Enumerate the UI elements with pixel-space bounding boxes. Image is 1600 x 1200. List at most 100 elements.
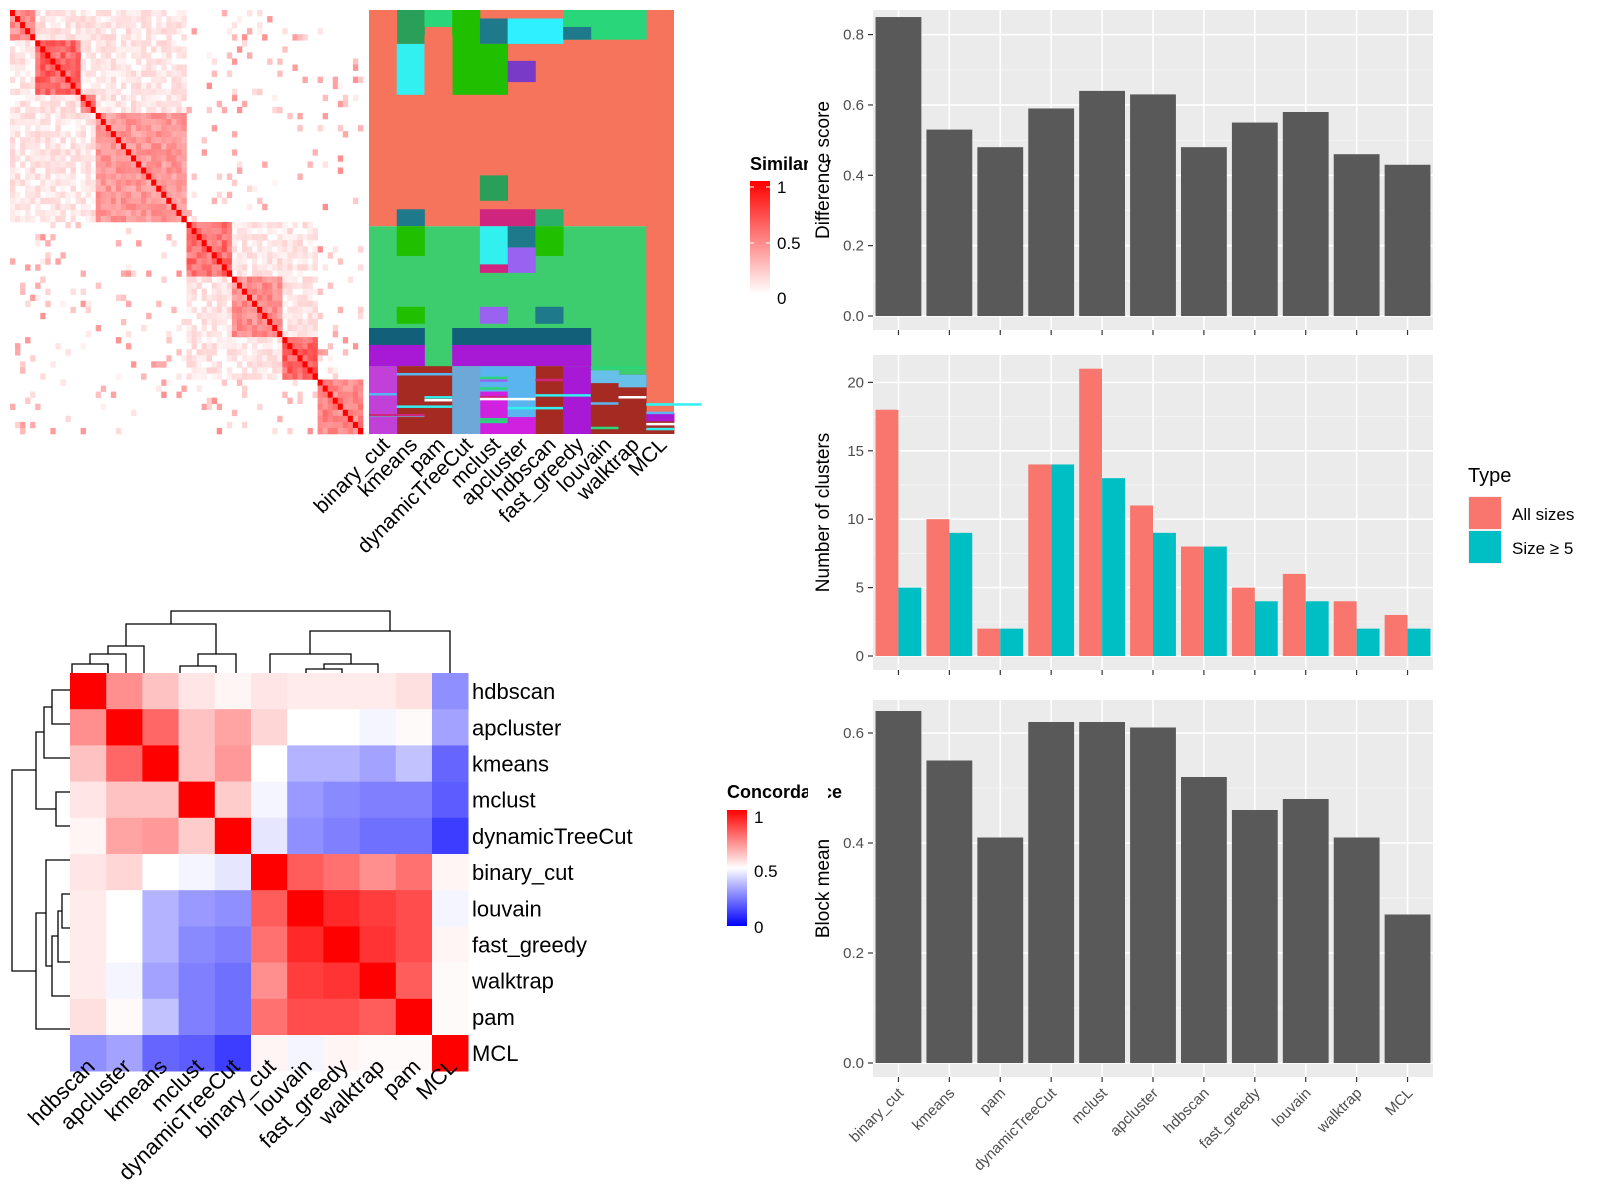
similarity-legend-tick: 0 (777, 289, 786, 308)
concordance-cell (106, 781, 143, 819)
bar (926, 129, 973, 316)
x-tick-label: binary_cut (846, 1084, 908, 1146)
concordance-cell (178, 962, 216, 1000)
concordance-cell (287, 817, 324, 855)
concordance-cell (287, 890, 324, 927)
concordance-cell (359, 926, 397, 963)
concordance-cell (70, 890, 107, 927)
concordance-cell (70, 962, 107, 1000)
concordance-cell (395, 745, 433, 782)
concordance-row-labels: hdbscan apcluster kmeans mclust dynamicTreeC… (471, 679, 633, 1066)
concordance-cell (395, 890, 433, 927)
concordance-cell (142, 926, 179, 963)
bar (1028, 464, 1052, 656)
concordance-cell (142, 673, 179, 710)
concordance-cell (142, 817, 179, 855)
concordance-cell (323, 926, 360, 963)
concordance-cell (214, 926, 252, 963)
concordance-column-labels: hdbscanapclusterkmeansmclustdynamicTreeC… (23, 1054, 462, 1185)
bar (1282, 799, 1329, 1063)
bar (1384, 614, 1408, 656)
bar (1028, 108, 1075, 316)
y-tick-label: 0.6 (843, 97, 864, 114)
concordance-row-label: louvain (472, 896, 542, 921)
concordance-cell (214, 1035, 252, 1072)
concordance-dendrogram-left (11, 689, 70, 1030)
bar (1305, 601, 1329, 656)
concordance-cell (251, 890, 288, 927)
type-legend-label: All sizes (1512, 505, 1574, 524)
concordance-cell (395, 854, 433, 891)
bar (1384, 914, 1431, 1063)
bar-chart-panel: 0 5 10 15 20 Number of clusters (813, 355, 1433, 675)
bar (926, 760, 973, 1063)
bar (1130, 505, 1153, 656)
bar (1333, 837, 1380, 1063)
concordance-row-label: MCL (472, 1041, 518, 1066)
concordance-cell (432, 1035, 469, 1072)
concordance-cell (395, 926, 433, 963)
concordance-cell (323, 781, 360, 819)
concordance-cell (395, 817, 433, 855)
bar (875, 17, 922, 317)
concordance-row-label: pam (472, 1005, 515, 1030)
bar (1254, 601, 1278, 656)
bar (949, 532, 973, 656)
concordance-cell (323, 745, 360, 782)
concordance-heatmap (70, 673, 469, 1072)
concordance-cell (251, 817, 288, 855)
concordance-cell (214, 854, 252, 891)
bar (1051, 464, 1075, 656)
bar (1130, 94, 1176, 316)
cluster-assignment-matrix (369, 10, 702, 434)
concordance-cell (214, 745, 252, 782)
concordance-cell (251, 1035, 288, 1072)
concordance-cell (251, 962, 288, 1000)
concordance-cell (287, 962, 324, 1000)
concordance-cell (251, 926, 288, 963)
concordance-cell (323, 962, 360, 1000)
x-tick-label: mclust (1068, 1084, 1111, 1127)
bar (875, 409, 899, 656)
concordance-cell (70, 817, 107, 855)
concordance-cell (214, 998, 252, 1036)
bar (977, 837, 1024, 1063)
concordance-cell (359, 745, 397, 782)
concordance-cell (214, 709, 252, 746)
x-tick-label: kmeans (909, 1085, 958, 1134)
concordance-cell (214, 673, 252, 710)
concordance-row-label: walktrap (471, 969, 554, 994)
concordance-cell (70, 709, 107, 746)
type-legend-swatch (1469, 531, 1501, 563)
bar (1282, 112, 1329, 316)
concordance-cell (323, 854, 360, 891)
concordance-cell (178, 926, 216, 963)
concordance-row-label: binary_cut (472, 860, 574, 885)
bar (977, 147, 1024, 316)
concordance-cell (432, 890, 469, 927)
y-tick-label: 0.8 (843, 27, 864, 44)
y-tick-label: 5 (856, 580, 864, 597)
y-tick-label: 0.6 (843, 725, 864, 742)
type-legend-title: Type (1468, 465, 1511, 487)
concordance-cell (106, 926, 143, 963)
concordance-cell (432, 709, 469, 746)
concordance-cell (70, 745, 107, 782)
concordance-cell (106, 1035, 143, 1072)
bar-chart-panel: 0.0 0.2 0.4 0.6 Block mean binary_cut kmeans pa… (813, 700, 1433, 1174)
concordance-cell (432, 854, 469, 891)
concordance-cell (142, 890, 179, 927)
concordance-cell (395, 709, 433, 746)
concordance-cell (287, 998, 324, 1036)
bar (1231, 810, 1278, 1063)
concordance-cell (70, 998, 107, 1036)
bar (1333, 601, 1357, 656)
bar (1102, 478, 1125, 656)
concordance-cell (106, 745, 143, 782)
concordance-cell (70, 926, 107, 963)
concordance-cell (251, 709, 288, 746)
concordance-cell (178, 890, 216, 927)
concordance-cell (395, 781, 433, 819)
concordance-cell (70, 854, 107, 891)
concordance-cell (178, 1035, 216, 1072)
